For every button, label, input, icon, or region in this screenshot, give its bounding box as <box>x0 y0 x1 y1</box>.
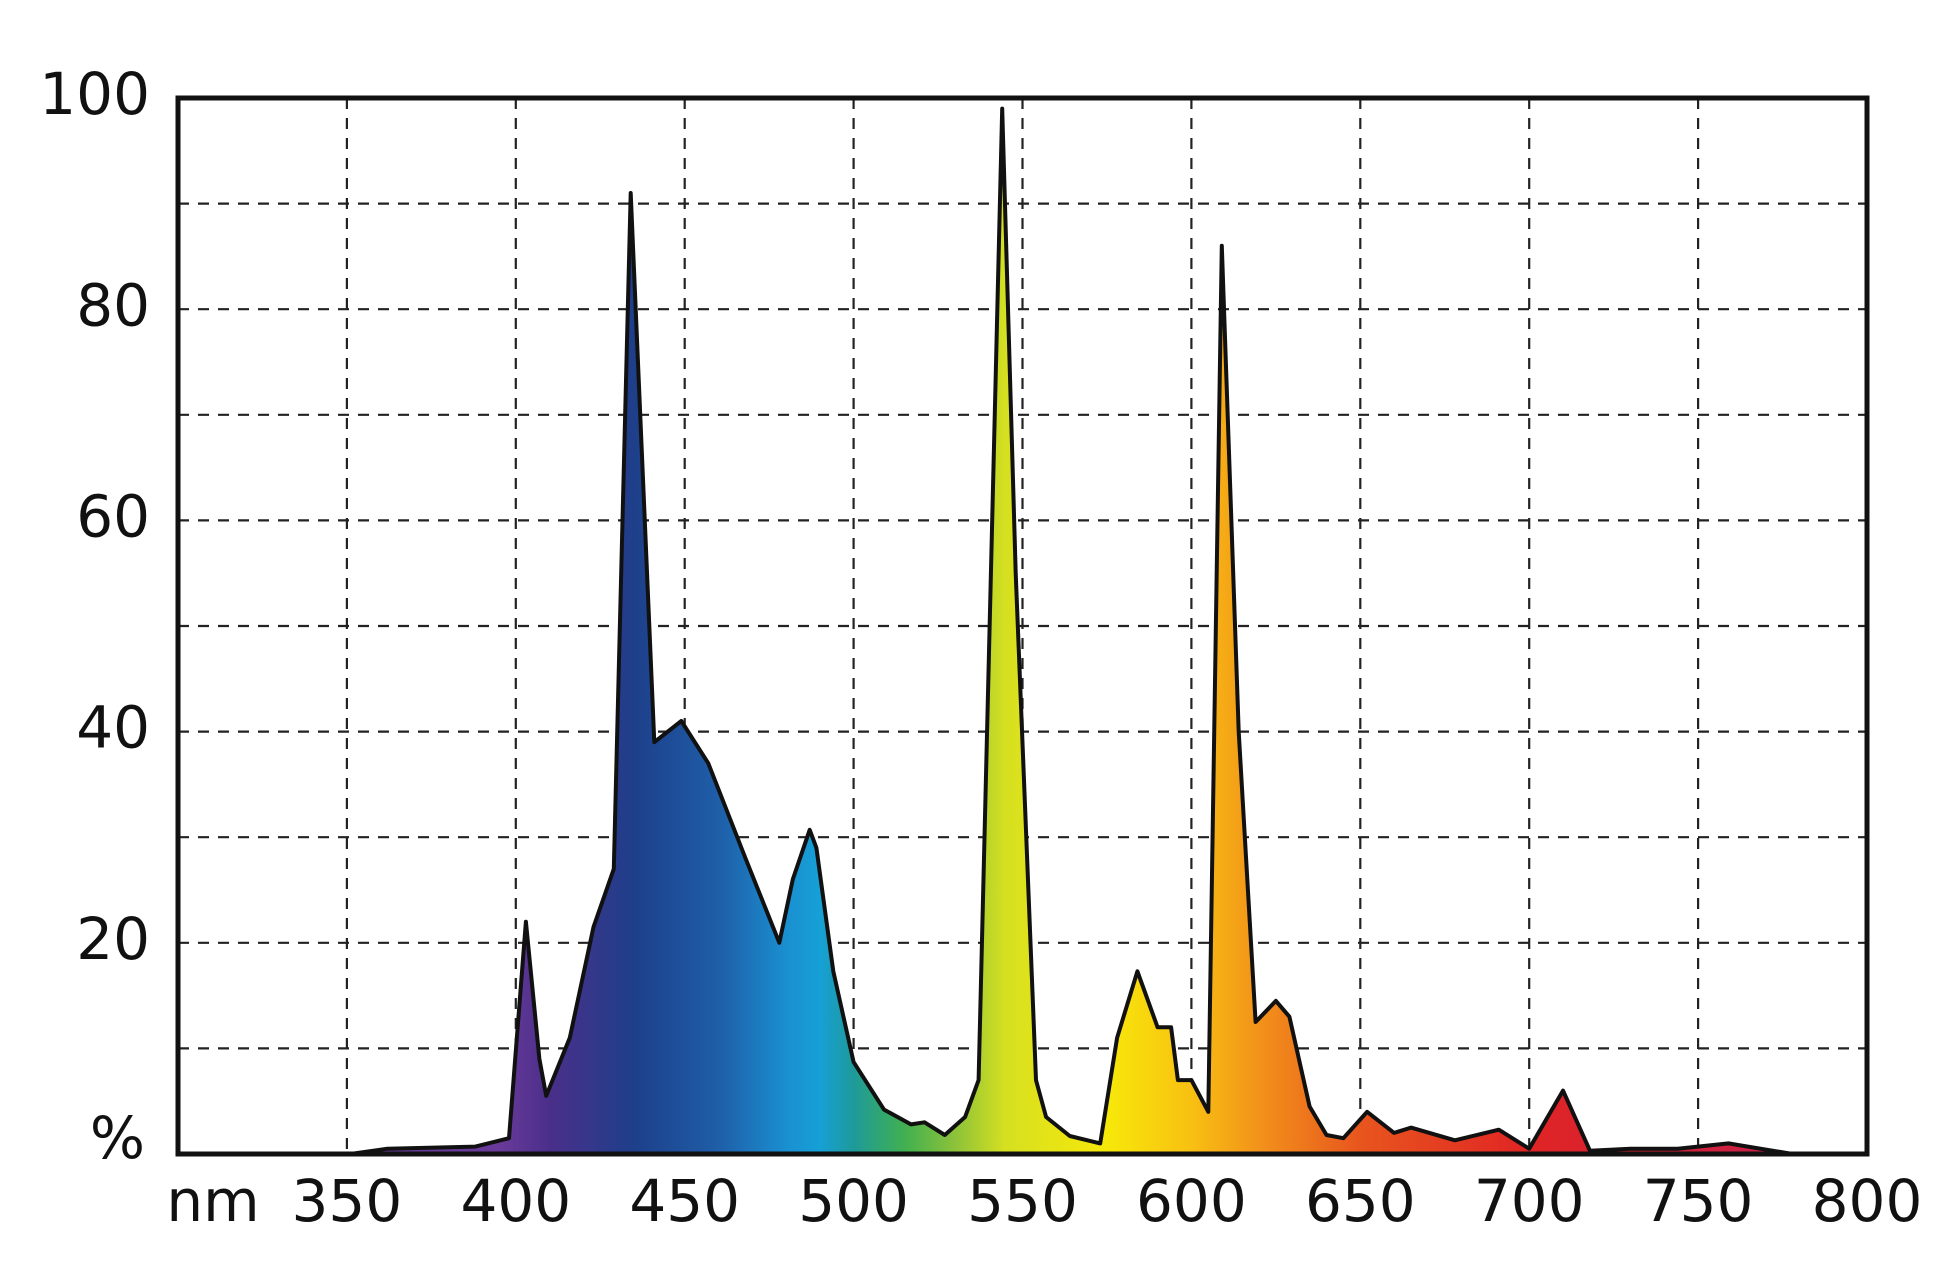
y-tick-label: % <box>90 1104 145 1172</box>
y-tick-label: 100 <box>39 60 150 128</box>
y-tick-label: 80 <box>76 271 150 339</box>
x-tick-label: 450 <box>629 1167 740 1235</box>
marks <box>178 106 1867 1156</box>
x-tick-label: 350 <box>292 1167 403 1235</box>
x-tick-label: 400 <box>460 1167 571 1235</box>
x-tick-label: 500 <box>798 1167 909 1235</box>
y-tick-label: 20 <box>76 905 150 973</box>
y-tick-label: 60 <box>76 483 150 551</box>
x-tick-label: 800 <box>1812 1167 1923 1235</box>
y-tick-label: 40 <box>76 694 150 762</box>
x-tick-label: 600 <box>1136 1167 1247 1235</box>
x-tick-label: 750 <box>1643 1167 1754 1235</box>
plot-border <box>175 95 1870 1157</box>
x-tick-label: nm <box>166 1167 259 1235</box>
labels: % 20 40 60 80 100 nm 350 400 450 500 550 600 650 700 75… <box>39 60 1922 1235</box>
spectrum-area <box>178 108 1867 1155</box>
x-tick-label: 650 <box>1305 1167 1416 1235</box>
x-tick-label: 550 <box>967 1167 1078 1235</box>
spectrum-line <box>178 106 1867 1156</box>
x-tick-label: 700 <box>1474 1167 1585 1235</box>
